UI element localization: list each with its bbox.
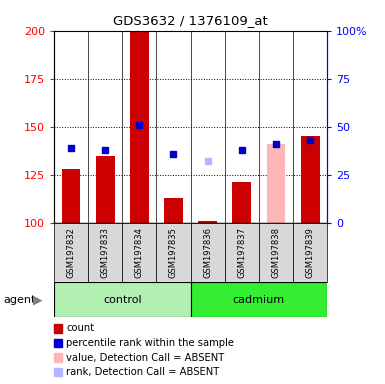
- Bar: [198, 221, 217, 223]
- Bar: [130, 31, 149, 223]
- Bar: [266, 222, 285, 223]
- Bar: [88, 223, 122, 282]
- Bar: [191, 223, 225, 282]
- Bar: [156, 223, 191, 282]
- Text: GSM197832: GSM197832: [67, 227, 75, 278]
- Bar: [54, 223, 88, 282]
- Bar: [96, 156, 115, 223]
- Bar: [191, 282, 327, 317]
- Text: GSM197837: GSM197837: [237, 227, 246, 278]
- Bar: [122, 223, 156, 282]
- Text: count: count: [66, 323, 94, 333]
- Bar: [259, 223, 293, 282]
- Text: GSM197839: GSM197839: [306, 227, 315, 278]
- Text: GSM197838: GSM197838: [271, 227, 281, 278]
- Text: ▶: ▶: [33, 293, 42, 306]
- Text: GSM197833: GSM197833: [100, 227, 110, 278]
- Text: agent: agent: [4, 295, 36, 305]
- Text: rank, Detection Call = ABSENT: rank, Detection Call = ABSENT: [66, 367, 219, 377]
- Text: GSM197834: GSM197834: [135, 227, 144, 278]
- Bar: [225, 223, 259, 282]
- Bar: [164, 198, 183, 223]
- Text: GSM197835: GSM197835: [169, 227, 178, 278]
- Text: value, Detection Call = ABSENT: value, Detection Call = ABSENT: [66, 353, 224, 362]
- Title: GDS3632 / 1376109_at: GDS3632 / 1376109_at: [113, 14, 268, 27]
- Bar: [266, 144, 285, 223]
- Text: percentile rank within the sample: percentile rank within the sample: [66, 338, 234, 348]
- Text: control: control: [103, 295, 142, 305]
- Bar: [62, 169, 80, 223]
- Bar: [301, 136, 320, 223]
- Bar: [293, 223, 327, 282]
- Text: GSM197836: GSM197836: [203, 227, 212, 278]
- Bar: [233, 182, 251, 223]
- Text: cadmium: cadmium: [233, 295, 285, 305]
- Bar: [54, 282, 191, 317]
